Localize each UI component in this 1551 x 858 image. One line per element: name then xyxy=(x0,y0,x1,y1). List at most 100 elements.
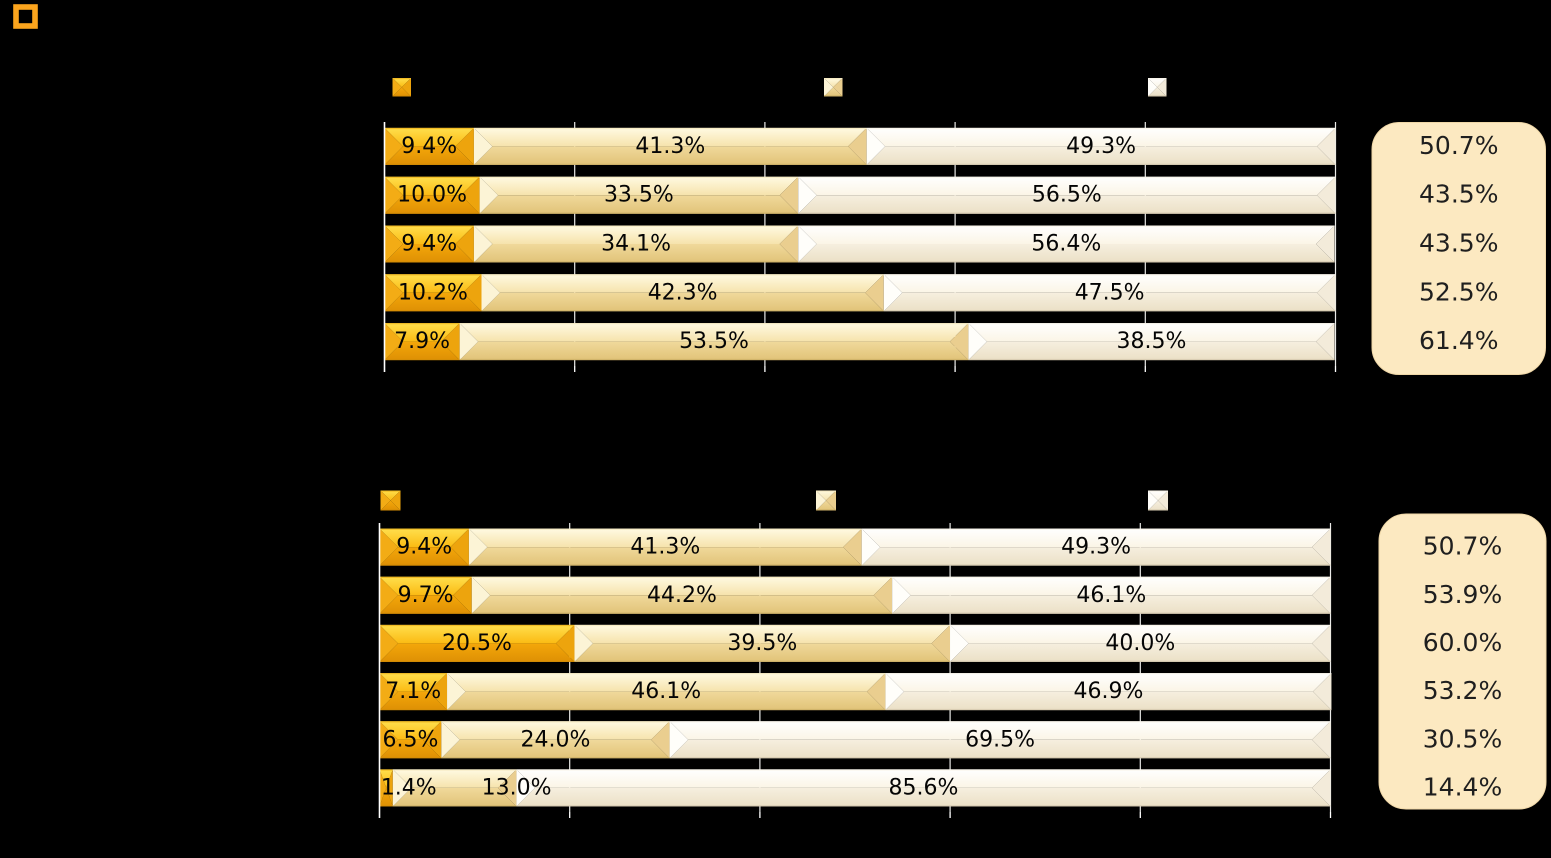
bar-segment-gold xyxy=(384,176,480,214)
chart-2-bar-row-1 xyxy=(379,528,1331,566)
bevel-face-bottom xyxy=(441,739,670,759)
total-value: 50.7% xyxy=(1419,131,1498,160)
bevel-face-bottom xyxy=(866,146,1336,165)
bevel-face-right xyxy=(779,225,799,263)
bevel-face-left xyxy=(473,225,493,263)
bevel-face-left xyxy=(379,576,398,614)
legend-marker-pale-icon xyxy=(824,77,843,97)
bevel-face-top xyxy=(892,576,1331,596)
bevel-face-top xyxy=(384,225,474,244)
bevel-face-bottom xyxy=(885,691,1332,711)
bevel-face-right xyxy=(873,576,893,614)
bevel-face-right xyxy=(1312,528,1331,566)
bevel-face-left xyxy=(798,225,817,263)
bevel-face-left xyxy=(459,323,479,361)
bar-segment-gold xyxy=(379,673,448,711)
bar-segment-label: 39.5% xyxy=(727,631,797,656)
bevel-face-left xyxy=(468,528,488,566)
bevel-face-right xyxy=(1312,769,1331,807)
bar-segment-white xyxy=(885,673,1332,711)
bevel-face-right xyxy=(865,274,884,312)
bevel-face-top xyxy=(441,721,670,740)
bevel-face-left xyxy=(824,78,834,97)
bar-segment-label: 9.4% xyxy=(401,232,457,257)
bar-segment-label: 10.2% xyxy=(398,280,468,305)
bevel-face-right xyxy=(779,176,799,214)
bevel-face-top xyxy=(379,769,393,788)
bar-segment-label: 56.5% xyxy=(1032,183,1102,208)
bevel-face-top xyxy=(380,490,401,501)
bar-segment-pale xyxy=(471,576,893,614)
bevel-face-right xyxy=(1158,490,1168,511)
chart-2: 9.4% 41.3% 49.3% 9.7% 44.2% 46.1% 20.5% 39.5% 40… xyxy=(378,490,1547,818)
bevel-face-top xyxy=(384,323,460,342)
bevel-face-top xyxy=(473,127,867,147)
legend-marker-white-icon xyxy=(1148,490,1168,511)
bar-segment-pale xyxy=(468,528,862,566)
bevel-face-bottom xyxy=(471,595,893,614)
chart-1-bar-row-4 xyxy=(384,274,1336,312)
bar-segment-pale xyxy=(473,225,799,263)
bevel-face-left xyxy=(473,127,493,165)
bevel-face-bottom xyxy=(968,341,1335,361)
bevel-face-top xyxy=(798,176,1336,196)
bevel-face-right xyxy=(1312,673,1332,711)
bevel-face-right xyxy=(390,490,401,511)
bevel-face-right xyxy=(450,528,469,566)
chart-2-bar-labels: 9.4% 41.3% 49.3% 9.7% 44.2% 46.1% 20.5% 39.5% 40… xyxy=(381,535,1175,801)
bevel-face-right xyxy=(401,78,411,97)
bevel-face-top xyxy=(379,673,448,692)
bevel-face-right xyxy=(651,721,670,759)
bevel-face-top xyxy=(379,624,575,644)
bevel-face-bottom xyxy=(669,739,1331,759)
bevel-face-bottom xyxy=(384,341,460,361)
bevel-face-left xyxy=(380,490,391,511)
chart-1-legend xyxy=(392,77,1167,97)
bar-segment-gold xyxy=(384,274,482,312)
bevel-face-right xyxy=(463,274,482,312)
bevel-face-left xyxy=(441,721,460,759)
bevel-face-bottom xyxy=(459,341,969,361)
bevel-face-top xyxy=(379,721,442,740)
bevel-face-left xyxy=(816,490,826,511)
bevel-face-top xyxy=(473,225,799,244)
bar-segment-label: 38.5% xyxy=(1117,329,1187,354)
chart-2-gridlines xyxy=(569,523,1332,812)
bevel-face-left xyxy=(384,323,403,361)
bar-segment-white xyxy=(950,624,1331,662)
total-value: 30.5% xyxy=(1423,724,1502,753)
bevel-face-left xyxy=(1148,78,1158,97)
bevel-face-top xyxy=(384,274,482,293)
bevel-face-top xyxy=(885,673,1332,692)
bevel-face-right xyxy=(1312,721,1331,759)
bevel-face-bottom xyxy=(379,547,469,566)
chart-2-bar-row-5 xyxy=(379,721,1331,759)
bar-segment-label: 10.0% xyxy=(397,183,467,208)
bar-segment-pale xyxy=(574,624,951,662)
bar-segment-white xyxy=(968,323,1335,361)
chart-2-bar-row-4 xyxy=(379,673,1332,711)
bar-segment-label: 1.4% xyxy=(381,775,437,800)
bevel-face-top xyxy=(866,127,1336,147)
bevel-face-right xyxy=(1157,78,1167,97)
bar-segment-gold xyxy=(379,624,575,662)
bevel-face-right xyxy=(848,127,867,165)
bar-segment-gold xyxy=(384,225,474,263)
bevel-face-top xyxy=(392,78,411,88)
bar-segment-label: 69.5% xyxy=(965,727,1035,752)
bar-segment-label: 24.0% xyxy=(520,727,590,752)
legend-marker-white-icon xyxy=(1148,77,1167,97)
bar-segment-label: 9.4% xyxy=(396,535,452,560)
chart-1-bar-row-2 xyxy=(384,176,1336,214)
bevel-face-bottom xyxy=(473,146,867,165)
bevel-face-left xyxy=(861,528,881,566)
bevel-face-right xyxy=(497,769,517,807)
bar-segment-white xyxy=(866,127,1336,165)
bevel-face-top xyxy=(384,127,474,147)
bevel-face-bottom xyxy=(798,195,1336,214)
chart-1-bar-labels: 9.4% 41.3% 49.3% 10.0% 33.5% 56.5% 9.4% 34.1% 56… xyxy=(394,134,1186,354)
bevel-face-bottom xyxy=(380,500,401,511)
bevel-face-bottom xyxy=(1148,500,1168,511)
total-value: 14.4% xyxy=(1423,772,1502,801)
